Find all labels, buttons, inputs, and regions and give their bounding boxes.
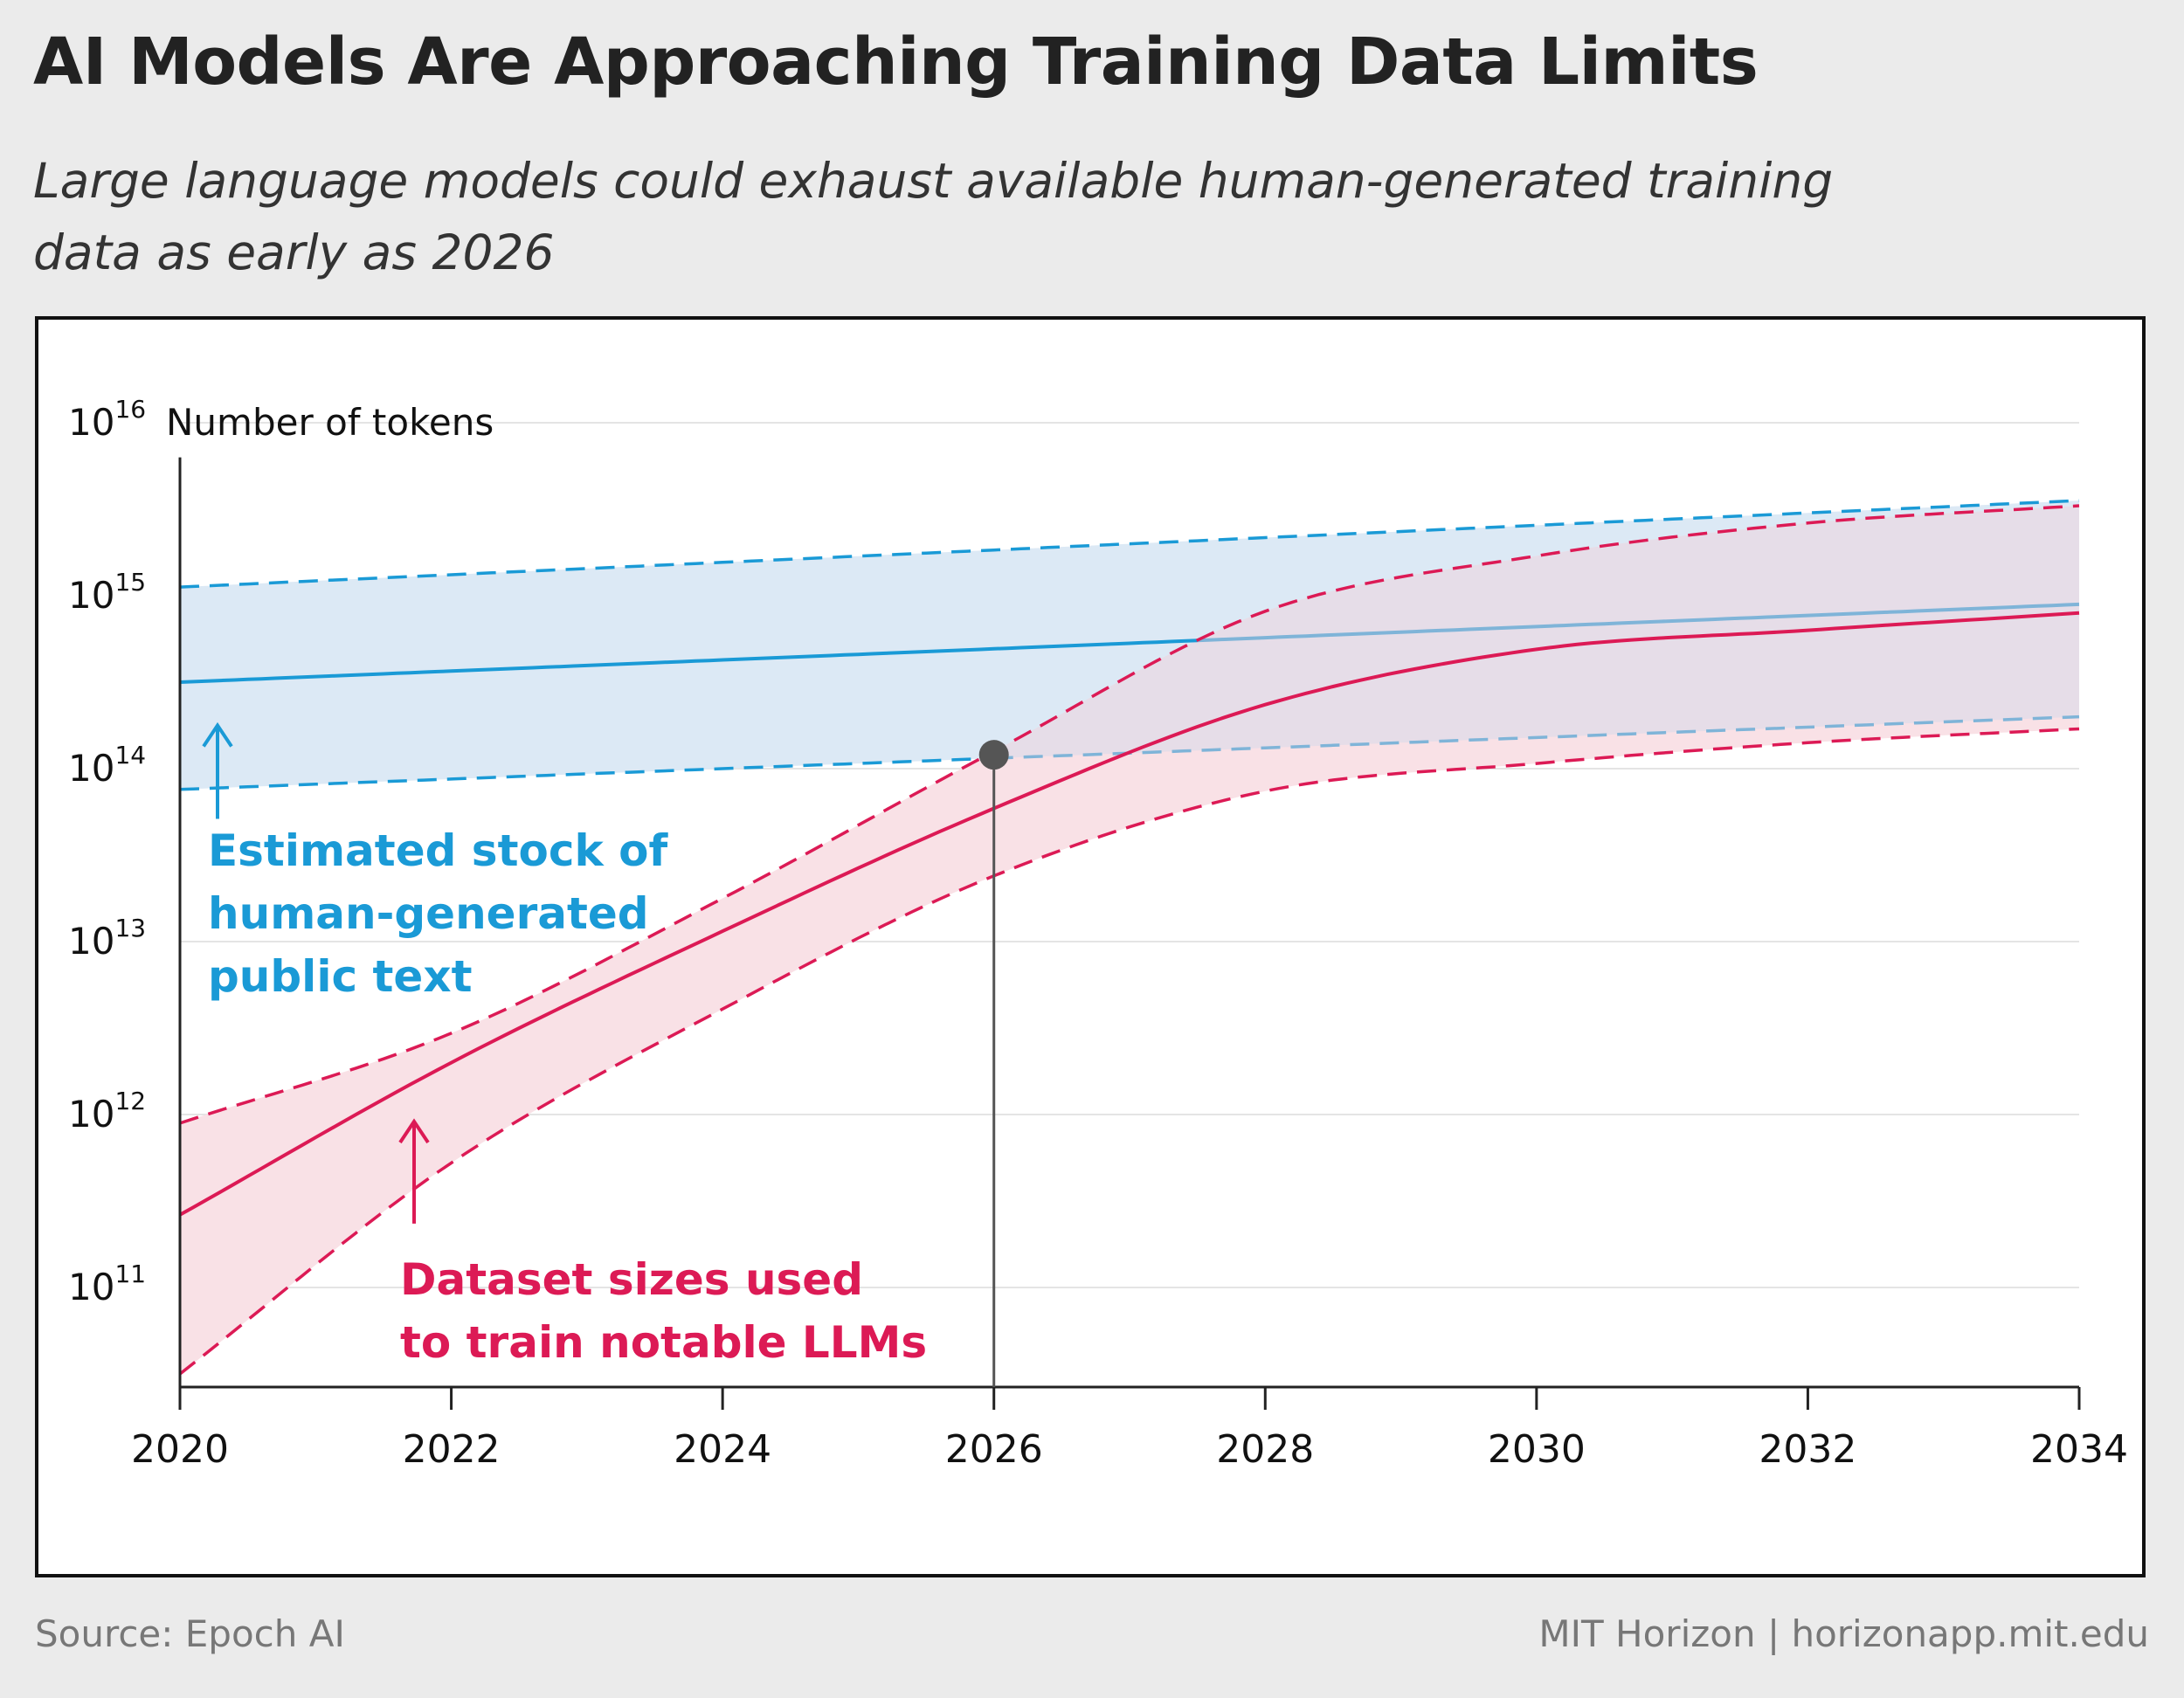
y-tick-base: 10 <box>68 1266 114 1308</box>
dataset-median-line <box>179 611 2080 1217</box>
crossover-marker-group <box>978 740 1009 1387</box>
y-tick-exponent: 13 <box>114 914 146 942</box>
stock-annotation-arrow-head <box>202 721 233 748</box>
y-tick-label-1e12: 1012 <box>68 1087 146 1135</box>
y-tick-base: 10 <box>68 574 114 617</box>
chart-subtitle: Large language models could exhaust avai… <box>33 153 1834 280</box>
dataset-annotation-arrow-head <box>398 1118 430 1144</box>
y-tick-exponent: 11 <box>114 1260 146 1288</box>
x-tick-label-2028: 2028 <box>1216 1427 1314 1472</box>
stock-annotation-line-0: Estimated stock of <box>208 825 668 876</box>
stock-median-line <box>179 638 1198 684</box>
x-tick-label-2020: 2020 <box>131 1427 229 1472</box>
y-tick-base: 10 <box>68 1093 114 1135</box>
x-tick-label-2034: 2034 <box>2030 1427 2128 1472</box>
chart-panel: 1011 1012 1013 1014 1015 1016 Number of tokens… <box>35 316 2146 1577</box>
annotations: Estimated stock of human-generated public … <box>202 721 927 1368</box>
stock-annotation-line-1: human-generated <box>208 888 649 939</box>
y-tick-label-1e13: 1013 <box>68 914 146 963</box>
y-tick-base: 10 <box>68 401 114 444</box>
y-tick-label-1e14: 1014 <box>68 741 146 790</box>
x-tick-label-2026: 2026 <box>945 1427 1043 1472</box>
y-axis-title: Number of tokens <box>166 401 494 444</box>
credit-note: MIT Horizon | horizonapp.mit.edu <box>1538 1612 2149 1655</box>
y-tick-label-1e15: 1015 <box>68 568 146 617</box>
dataset-annotation-line-0: Dataset sizes used <box>400 1254 863 1305</box>
y-tick-base: 10 <box>68 920 114 963</box>
dataset-annotation-line-1: to train notable LLMs <box>400 1317 927 1368</box>
source-note: Source: Epoch AI <box>35 1612 345 1655</box>
series-lines <box>178 499 2080 1376</box>
stock-median-line-faded <box>1197 602 2080 643</box>
x-tick-label-2024: 2024 <box>674 1427 771 1472</box>
x-tick-label-2022: 2022 <box>403 1427 501 1472</box>
x-tick-label-2030: 2030 <box>1488 1427 1586 1472</box>
stock-annotation-line-2: public text <box>208 951 472 1002</box>
y-tick-exponent: 15 <box>114 568 146 597</box>
y-tick-exponent: 14 <box>114 741 146 770</box>
y-tick-base: 10 <box>68 747 114 790</box>
stock-lower-bound-line-faded <box>993 714 2080 760</box>
y-tick-exponent: 12 <box>114 1087 146 1115</box>
y-tick-label-1e16: 1016 <box>68 395 146 444</box>
dataset-lower-bound-line <box>178 727 2080 1376</box>
x-tick-label-2032: 2032 <box>1759 1427 1856 1472</box>
stock-lower-bound-line <box>179 756 994 791</box>
axes: 2020 2022 2024 2026 2028 2030 2032 2034 <box>131 457 2128 1472</box>
crossover-marker <box>978 740 1009 770</box>
y-tick-label-1e11: 1011 <box>68 1260 146 1308</box>
stock-upper-bound-line <box>179 499 2080 589</box>
dataset-upper-bound-line <box>179 504 2080 1125</box>
overlap-band <box>180 506 2079 790</box>
chart-title: AI Models Are Approaching Training Data … <box>33 24 1759 100</box>
y-tick-exponent: 16 <box>114 395 146 424</box>
